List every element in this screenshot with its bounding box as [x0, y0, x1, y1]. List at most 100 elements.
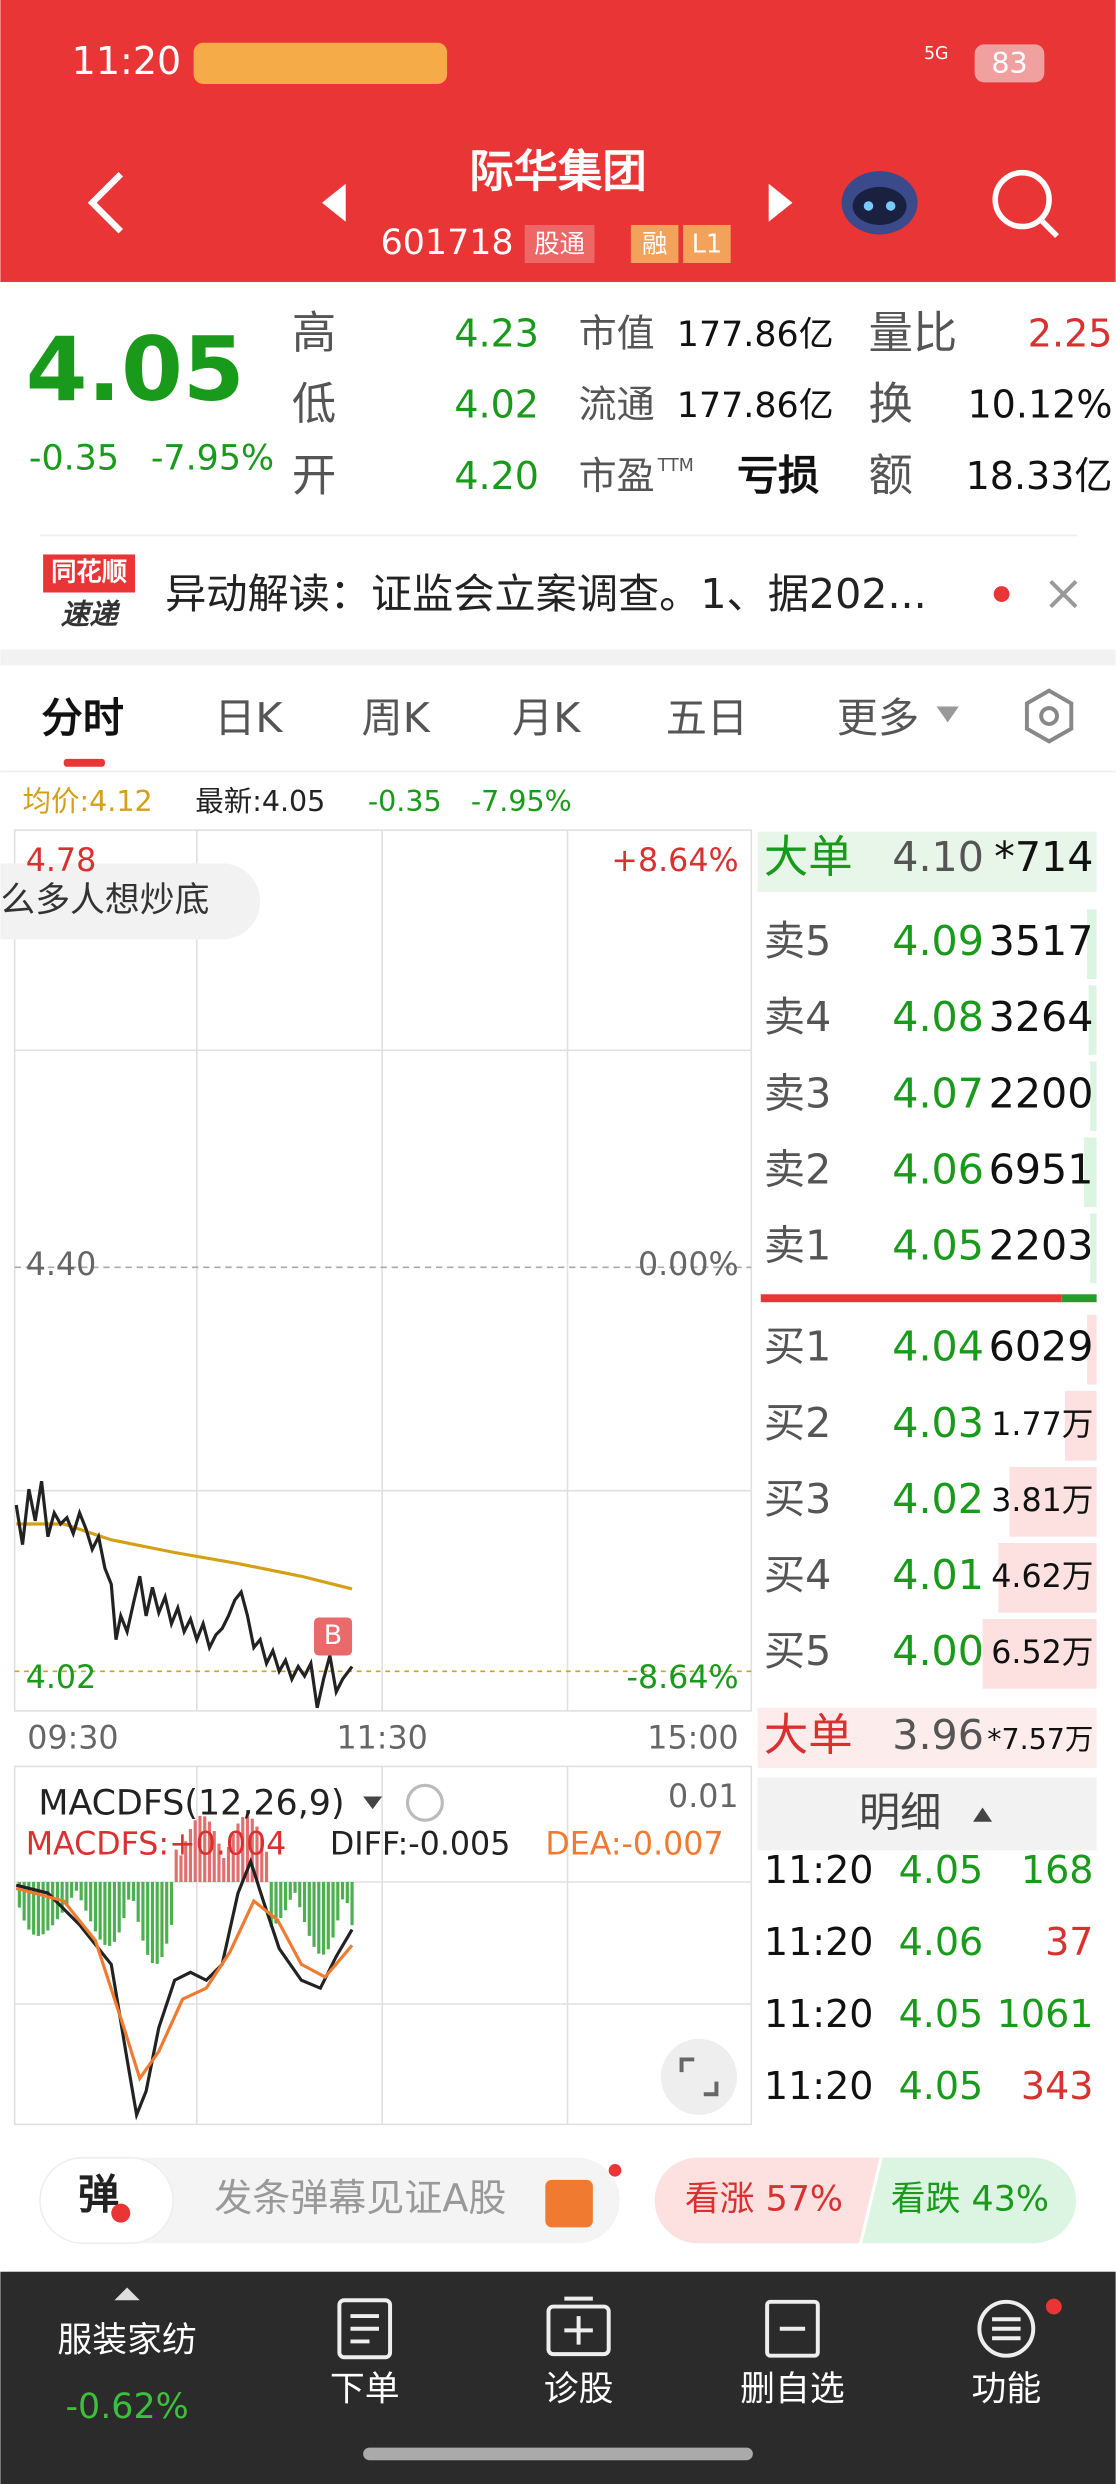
book-label: 买4	[764, 1551, 831, 1599]
time-label: 11:30	[337, 1720, 428, 1756]
tab[interactable]: 更多	[837, 694, 919, 742]
fullscreen-button[interactable]	[660, 2038, 738, 2115]
book-price: 4.06	[892, 1145, 984, 1193]
book-price: 4.00	[892, 1627, 984, 1675]
header-bg	[0, 0, 1116, 282]
book-volume: 1.77万	[991, 1407, 1093, 1443]
book-label: 买3	[764, 1475, 831, 1523]
back-button[interactable]	[87, 172, 124, 234]
trade-price: 4.05	[899, 2064, 984, 2108]
tab[interactable]: 周K	[362, 694, 431, 742]
news-logo: 同花顺	[51, 556, 127, 586]
field-label: 流通	[579, 383, 655, 427]
diff-value: DIFF:-0.005	[330, 1827, 510, 1863]
tab[interactable]: 五日	[666, 694, 748, 742]
nav-item[interactable]: 删自选	[740, 2370, 845, 2410]
sector-expand[interactable]	[114, 2287, 140, 2301]
bear-button[interactable]	[862, 2157, 1077, 2244]
next-stock[interactable]	[768, 183, 793, 222]
help-icon[interactable]	[405, 1783, 444, 1822]
badge: L1	[692, 229, 722, 259]
book-volume: 3264	[989, 993, 1094, 1041]
badge: 融	[642, 229, 667, 259]
battery	[974, 44, 1045, 83]
stock-name: 际华集团	[469, 146, 646, 197]
search-button[interactable]	[992, 169, 1059, 239]
bottom-price: 4.02	[26, 1660, 97, 1696]
big-buy-price: 3.96	[892, 1711, 984, 1759]
book-label: 卖3	[764, 1069, 831, 1117]
bear-label: 看跌 43%	[891, 2179, 1049, 2219]
avg-price: 均价:4.12	[23, 785, 153, 818]
bubble-bg	[0, 863, 261, 940]
price: 4.05	[26, 318, 245, 421]
intraday-chart[interactable]	[13, 829, 753, 1712]
field-label: 量比	[869, 308, 958, 359]
trade-volume: 343	[1021, 2064, 1094, 2108]
close-news[interactable]	[1049, 579, 1078, 609]
macd-dropdown[interactable]	[363, 1796, 383, 1810]
detail-header-bg[interactable]	[757, 1777, 1097, 1851]
big-sell-price: 4.10	[892, 833, 984, 881]
danmu-button[interactable]	[39, 2156, 174, 2244]
danmu-placeholder: 发条弹幕见证A股	[214, 2176, 506, 2220]
book-price: 4.07	[892, 1069, 984, 1117]
depth-bar	[1090, 1061, 1097, 1132]
nav-item[interactable]: 下单	[330, 2370, 400, 2410]
bull-label: 看涨 57%	[685, 2179, 843, 2219]
dea-value: DEA:-0.007	[545, 1827, 723, 1863]
info-change: -0.35	[368, 785, 442, 818]
bottom-pct: -8.64%	[627, 1660, 739, 1696]
settings-button[interactable]	[1024, 688, 1074, 744]
field-label: 高	[292, 308, 336, 359]
assistant-icon[interactable]	[841, 171, 918, 235]
book-price: 4.04	[892, 1323, 984, 1371]
field-label: 换	[869, 379, 913, 430]
top-price: 4.78	[26, 843, 97, 879]
mid-pct: 0.00%	[638, 1247, 739, 1283]
unread-dot	[1045, 2298, 1062, 2315]
order-book: 大单 4.10 *714 卖5 4.09 3517 卖4 4.08 3264 卖3 4.07 2200…	[757, 831, 1097, 2108]
trade-time: 11:20	[764, 1992, 874, 2036]
trade-volume: 168	[1021, 1848, 1094, 1892]
tab[interactable]: 日K	[214, 694, 283, 742]
nav-item[interactable]: 功能	[971, 2370, 1041, 2410]
danmu-input[interactable]	[39, 2157, 620, 2244]
news-logo: 速递	[61, 598, 122, 631]
buy-marker[interactable]	[314, 1617, 353, 1656]
battery-level: 83	[991, 47, 1027, 80]
trade-price: 4.06	[899, 1920, 984, 1964]
book-price: 4.01	[892, 1551, 984, 1599]
time-label: 15:00	[647, 1720, 738, 1756]
field-label: 市盈	[579, 454, 655, 498]
nav-item[interactable]: 诊股	[544, 2370, 614, 2410]
field-label: 额	[869, 450, 913, 501]
info-change-pct: -7.95%	[471, 785, 572, 818]
macd-title[interactable]: MACDFS(12,26,9)	[38, 1783, 344, 1823]
depth-bar	[1090, 1213, 1097, 1284]
news-text[interactable]: 异动解读：证监会立案调查。1、据202...	[165, 570, 927, 618]
sector-name[interactable]: 服装家纺	[57, 2320, 196, 2360]
trade-price: 4.05	[899, 1992, 984, 2036]
big-buy-bg	[757, 1707, 1097, 1768]
field-label: 低	[292, 379, 336, 430]
depth-bar	[1083, 1137, 1097, 1208]
book-volume: 6951	[989, 1145, 1094, 1193]
fullscreen-icon	[679, 2057, 719, 2097]
top-pct: +8.64%	[611, 843, 738, 879]
book-label: 买2	[764, 1399, 831, 1447]
book-volume: 6029	[989, 1323, 1094, 1371]
field-value: 10.12%	[967, 383, 1112, 427]
nav-icons	[337, 2296, 1036, 2360]
trade-time: 11:20	[764, 1848, 874, 1892]
price-line	[14, 1480, 354, 1709]
status-time: 11:20	[72, 39, 182, 83]
depth-bar	[982, 1619, 1097, 1689]
bull-button[interactable]	[654, 2157, 880, 2244]
book-volume: 3.81万	[991, 1483, 1093, 1519]
book-price: 4.05	[892, 1221, 984, 1269]
field-label-sup: TTM	[657, 456, 694, 476]
tab[interactable]: 月K	[512, 694, 581, 742]
prev-stock[interactable]	[321, 183, 346, 222]
tab[interactable]: 分时	[42, 694, 124, 742]
